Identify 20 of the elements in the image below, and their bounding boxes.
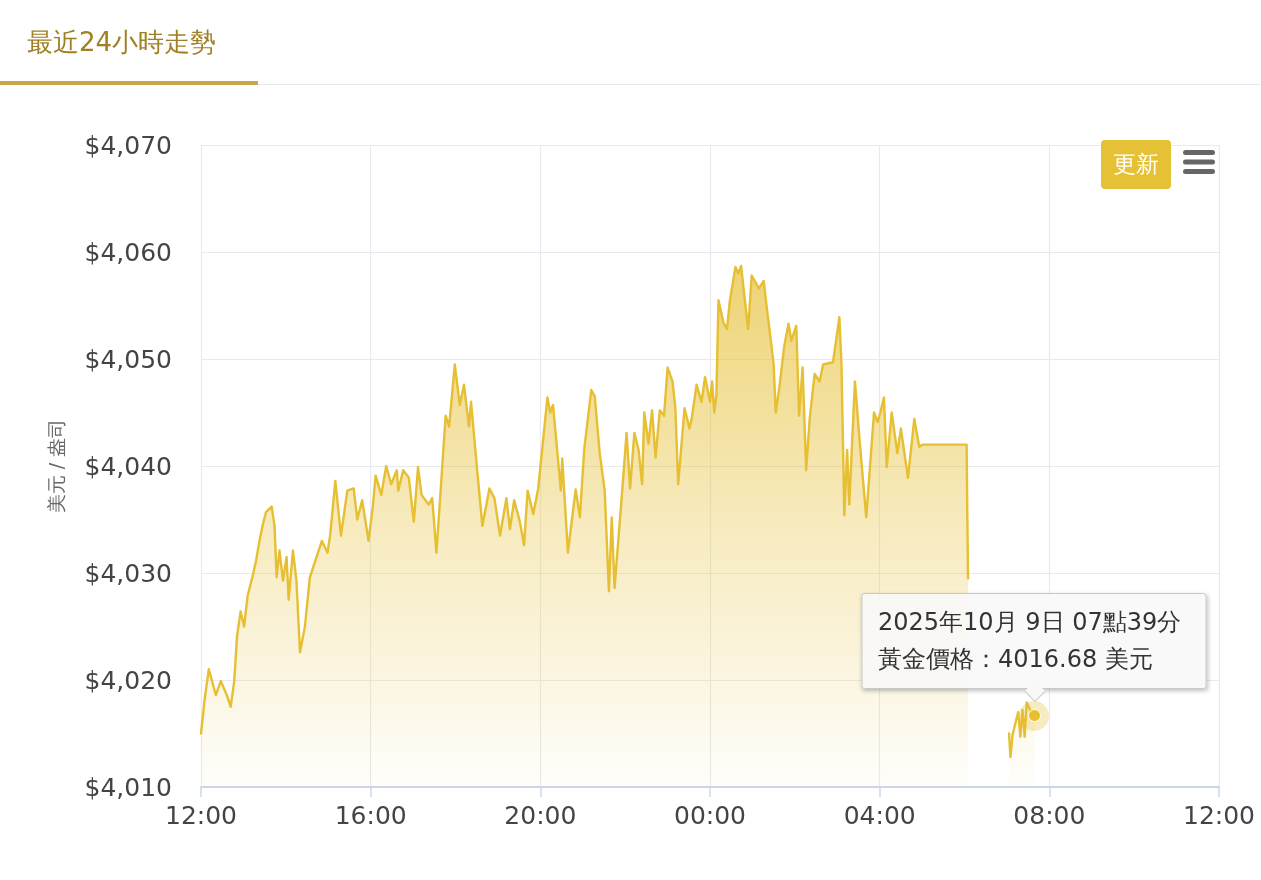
button: 更新 <box>1101 140 1171 189</box>
y-tick-label: $4,010 <box>84 772 172 802</box>
y-tick-label: $4,070 <box>84 130 172 160</box>
y-axis-title: 美元 / 盎司 <box>44 418 67 514</box>
x-tick-label: 12:00 <box>164 801 238 830</box>
x-tick-label: 12:00 <box>1182 801 1256 830</box>
annotation: 2025年10月 9日 07點39分黃金價格：4016.68 美元 <box>877 606 1183 675</box>
x-tick-label: 20:00 <box>504 801 577 830</box>
y-tick-label: $4,040 <box>84 451 172 481</box>
y-tick-label: $4,060 <box>84 237 172 267</box>
x-tick-label: 04:00 <box>843 801 916 830</box>
x-tick-label: 00:00 <box>673 801 747 830</box>
y-tick-label: $4,050 <box>84 344 172 374</box>
y-tick-label: $4,030 <box>84 558 172 588</box>
x-tick-label: 08:00 <box>1013 801 1086 830</box>
x-tick-label: 16:00 <box>334 801 407 830</box>
tooltip-callout: 2025年10月 9日 07點39分黃金價格：4016.68 美元 <box>862 592 1207 702</box>
chart-title: 最近24小時走勢 <box>27 27 217 57</box>
annotation: 更新 <box>1113 150 1159 179</box>
y-tick-label: $4,020 <box>84 665 172 695</box>
